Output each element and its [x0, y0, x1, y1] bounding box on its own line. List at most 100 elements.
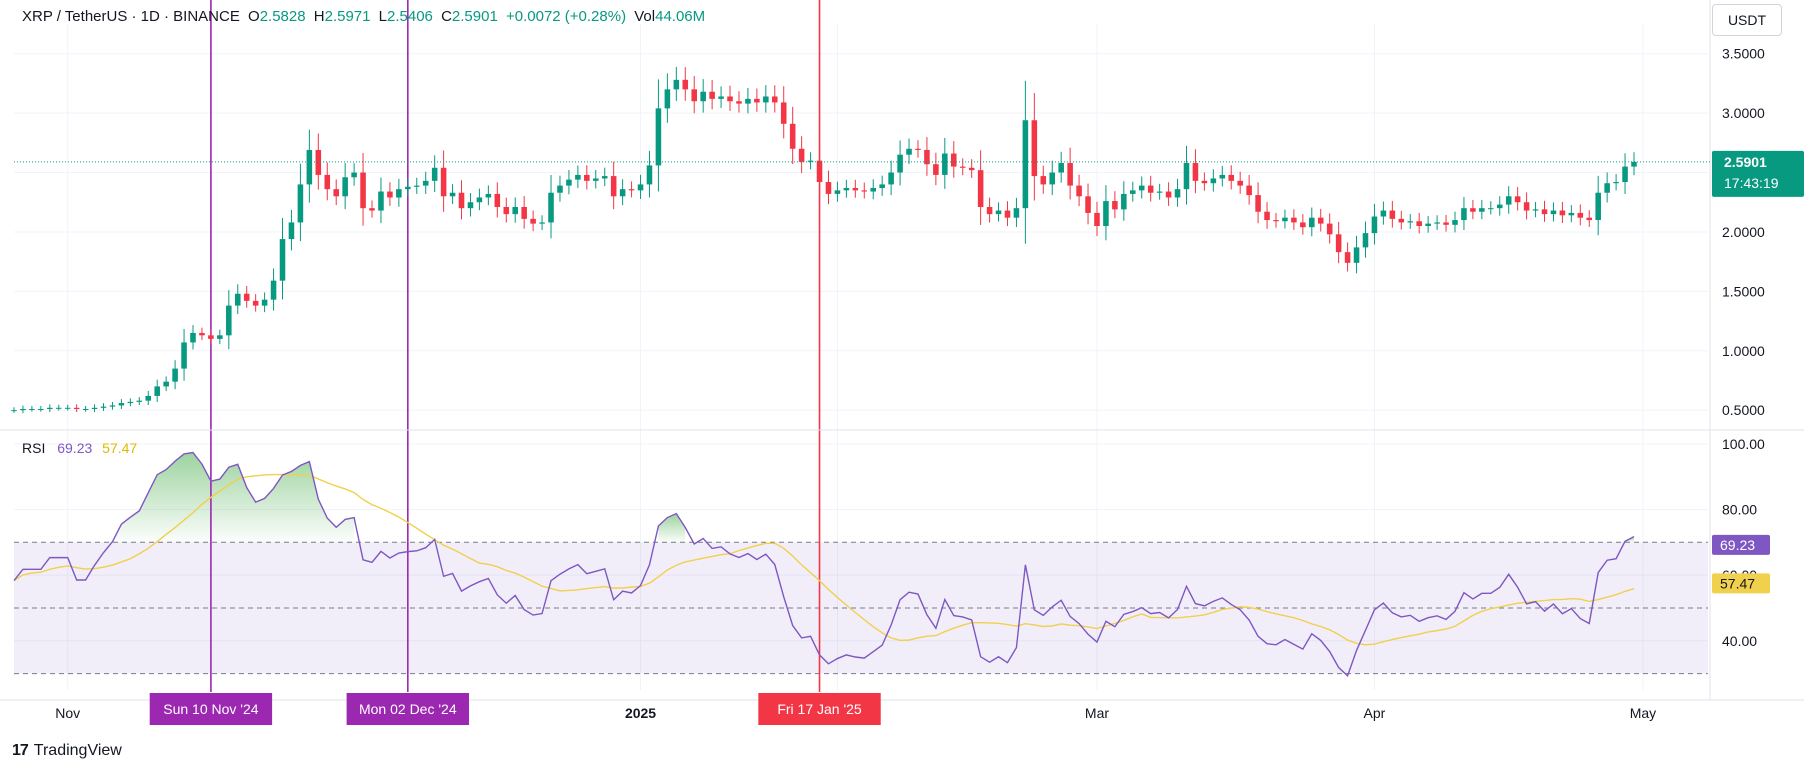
candle-body: [548, 192, 554, 223]
candle-body: [807, 160, 814, 162]
overbought-region: [658, 513, 686, 543]
candle-body: [396, 189, 402, 198]
candle-body: [1192, 163, 1199, 181]
tradingview-brand[interactable]: 17 TradingView: [12, 742, 122, 760]
candle-body: [369, 208, 375, 211]
candle-body: [718, 96, 724, 99]
candle-body: [1201, 180, 1208, 184]
candle-body: [1255, 195, 1261, 212]
candle-body: [226, 305, 232, 336]
candle-body: [610, 176, 617, 197]
last-price-tag: [1712, 150, 1804, 197]
candle-body: [306, 149, 313, 185]
candle-body: [1291, 217, 1297, 223]
candle-body: [1317, 217, 1324, 224]
candle-body: [968, 167, 975, 171]
candle-body: [1147, 185, 1154, 193]
candle-body: [208, 335, 214, 339]
axes: [0, 0, 1804, 701]
open-label: O: [248, 8, 260, 25]
candle-body: [1040, 176, 1047, 185]
candle-body: [700, 91, 706, 102]
candle-body: [942, 153, 948, 175]
candle-body: [360, 172, 366, 209]
candle-body: [494, 193, 501, 207]
candle-body: [1228, 174, 1235, 181]
candle-body: [852, 187, 859, 191]
candle-body: [118, 403, 125, 406]
candle-body: [512, 206, 518, 215]
candle-body: [1541, 209, 1548, 215]
candle-body: [91, 407, 98, 409]
date-marker-tag: [346, 693, 470, 725]
candle-body: [109, 405, 116, 407]
candle-body: [1577, 212, 1584, 218]
rsi-value: 69.23: [57, 440, 93, 456]
candle-body: [584, 174, 590, 181]
candle-body: [879, 184, 885, 188]
brand-name: TradingView: [33, 742, 122, 759]
candle-body: [315, 149, 322, 175]
candle-body: [449, 192, 456, 197]
candle-body: [557, 185, 563, 193]
candle-body: [279, 239, 286, 281]
candle-body: [55, 407, 62, 409]
candle-body: [1452, 220, 1458, 225]
volume-label: Vol: [634, 8, 656, 25]
candle-body: [1049, 172, 1056, 185]
rsi-title[interactable]: RSI: [22, 440, 46, 456]
candle-body: [1103, 201, 1109, 226]
price-tick-label: 3.0000: [1722, 105, 1765, 121]
candle-body: [566, 179, 572, 186]
candle-body: [986, 206, 993, 215]
candle-body: [995, 210, 1002, 215]
candle-body: [261, 299, 268, 306]
candle-body: [521, 206, 527, 219]
candle-body: [190, 332, 196, 343]
candle-body: [1309, 217, 1315, 228]
low-label: L: [378, 8, 388, 25]
candle-body: [1407, 221, 1414, 223]
volume-value: 44.06M: [655, 8, 706, 25]
candle-body: [199, 332, 205, 336]
candle-body: [601, 176, 608, 179]
candle-body: [1183, 163, 1190, 190]
candle-body: [1335, 234, 1342, 253]
candle-body: [127, 401, 134, 404]
symbol-name[interactable]: XRP / TetherUS · 1D · BINANCE: [22, 8, 240, 25]
rsi-ma-value-tag: [1712, 573, 1770, 594]
candle-body: [431, 167, 438, 181]
candle-body: [1362, 233, 1369, 248]
candle-body: [1613, 182, 1619, 184]
candle-body: [217, 335, 223, 339]
candle-body: [1416, 221, 1422, 226]
candle-body: [252, 300, 259, 306]
candle-body: [727, 96, 733, 102]
date-marker-label: Mon 02 Dec '24: [359, 701, 457, 717]
candle-body: [172, 368, 178, 382]
candle-body: [619, 189, 626, 197]
candle-body: [413, 185, 420, 187]
date-marker-label: Sun 10 Nov '24: [163, 701, 259, 717]
candle-body: [646, 165, 653, 185]
time-tick-label: Apr: [1364, 705, 1386, 721]
candle-body: [440, 167, 447, 197]
candle-body: [163, 381, 169, 387]
price-tick-label: 1.5000: [1722, 283, 1765, 299]
candle-body: [780, 102, 787, 124]
candle-body: [691, 89, 697, 102]
candle-body: [243, 293, 250, 301]
price-tick-label: 3.5000: [1722, 46, 1765, 62]
candle-body: [1121, 193, 1127, 210]
candle-body: [1479, 208, 1485, 212]
candle-body: [387, 191, 393, 198]
currency-unit-button[interactable]: USDT: [1712, 4, 1782, 36]
rsi-tick-label: 80.00: [1722, 501, 1757, 517]
candlestick-series: [11, 66, 1637, 414]
candle-body: [458, 192, 465, 209]
candle-body: [816, 160, 823, 183]
candle-body: [1004, 210, 1011, 218]
candle-body: [181, 342, 187, 369]
candle-body: [745, 98, 751, 104]
